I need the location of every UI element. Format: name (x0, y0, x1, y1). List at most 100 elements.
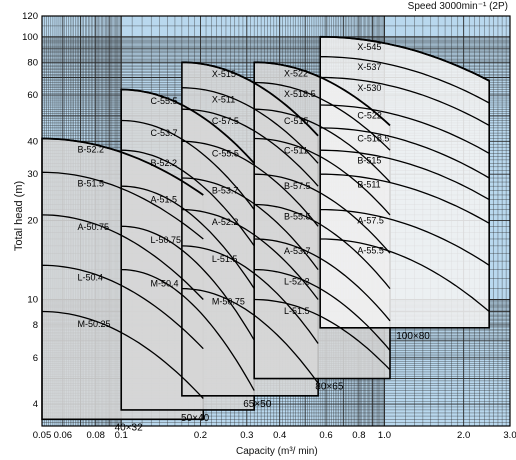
curve-label: C-518.5 (357, 133, 389, 143)
impeller-curve (320, 208, 490, 266)
x-tick-label: 0.05 (33, 430, 52, 441)
impeller-curve (254, 268, 391, 351)
curve-label: B-52.2 (150, 158, 177, 168)
y-axis-label: Total head (m) (13, 180, 26, 252)
curve-label: C-511 (284, 145, 308, 155)
impeller-curve (181, 87, 319, 164)
impeller-curve (320, 149, 490, 201)
curve-label: B-53.7 (212, 186, 239, 196)
axes: 0.05 0.06 0.08 0.1 0.2 0.3 0.4 0.6 0.8 1.0 2.0 3.0 4… (22, 11, 516, 441)
curve-label: L-51.5 (212, 254, 238, 264)
x-axis-label: Capacity (m³/ min) (236, 446, 318, 457)
curve-label: A-50.75 (77, 222, 109, 232)
x-tick-label: 2.0 (457, 430, 470, 441)
pump-size-label: 80×65 (315, 382, 344, 393)
curve-label: L-50.4 (77, 272, 103, 282)
curve-label: B-55.5 (284, 212, 311, 222)
curve-label: M-50.25 (77, 319, 110, 329)
curve-label: B-511 (357, 180, 380, 190)
impeller-curve (121, 119, 255, 210)
impeller-curve (181, 108, 319, 187)
impeller-curve (254, 203, 391, 290)
curve-label: C-57.5 (212, 116, 239, 126)
impeller-curve (254, 238, 391, 322)
impeller-curve (41, 264, 204, 350)
impeller-curve (320, 56, 490, 104)
curve-label: A-57.5 (357, 215, 384, 225)
x-tick-label: 0.06 (54, 430, 73, 441)
curve-label: X-515 (212, 69, 236, 79)
curve-label: A-52.2 (212, 217, 239, 227)
x-tick-label: 0.8 (352, 430, 365, 441)
impeller-curve (320, 238, 490, 313)
x-tick-label: 1.0 (378, 430, 391, 441)
curve-label: C-515 (284, 116, 309, 126)
curve-label: A-51.5 (150, 194, 177, 204)
y-tick-label: 20 (27, 215, 38, 226)
impeller-curve (41, 310, 204, 399)
impeller-curve (320, 76, 490, 126)
curve-label: B-51.5 (77, 179, 104, 189)
curve-label: L-51.5 (284, 306, 310, 316)
curve-label: M-50.75 (212, 296, 245, 306)
curve-label: C-522 (357, 110, 382, 120)
impeller-curve (320, 173, 490, 224)
curve-label: A-55.5 (357, 246, 384, 256)
impeller-curve (41, 214, 204, 300)
curve-label: C-53.7 (150, 128, 177, 138)
impeller-curve (121, 185, 255, 289)
impeller-curve (121, 268, 255, 391)
impeller-curve (181, 208, 319, 300)
y-tick-label: 60 (27, 90, 38, 101)
y-tick-label: 30 (27, 169, 38, 180)
x-tick-label: 0.2 (194, 430, 207, 441)
x-tick-label: 0.4 (273, 430, 286, 441)
curve-label: A-53.7 (284, 246, 311, 256)
pump-size-label: 40×32 (115, 422, 144, 433)
x-tick-label: 0.1 (115, 430, 128, 441)
y-tick-label: 40 (27, 136, 38, 147)
impeller-curve (320, 104, 490, 154)
plot-frame (41, 15, 511, 427)
impeller-curve (181, 287, 319, 384)
impeller-curve (121, 88, 255, 164)
curve-label: B-515 (357, 156, 381, 166)
x-tick-label: 3.0 (503, 430, 516, 441)
impeller-curve (121, 225, 255, 341)
y-tick-label: 4 (33, 399, 38, 410)
y-tick-label: 8 (33, 320, 38, 331)
curve-label: L-50.75 (150, 235, 181, 245)
pump-size-label: 65×50 (243, 399, 272, 410)
pump-regions (41, 35, 491, 421)
impeller-curve (320, 127, 490, 179)
impeller-curve (181, 245, 319, 344)
x-tick-label: 0.08 (86, 430, 105, 441)
pump-region (319, 35, 491, 329)
curve-label: X-511 (212, 94, 235, 104)
impeller-curve (41, 137, 204, 196)
y-tick-label: 120 (22, 11, 38, 22)
impeller-curves (41, 35, 490, 399)
curve-label: C-55.5 (212, 149, 239, 159)
y-tick-label: 100 (22, 32, 38, 43)
curve-labels: B-52.2 B-51.5 A-50.75 L-50.4 M-50.25 40×32 C-5… (77, 42, 430, 433)
y-tick-label: 6 (33, 353, 38, 364)
curve-label: X-530 (357, 83, 381, 93)
pump-size-label: 100×80 (396, 331, 430, 342)
curve-label: X-537 (357, 62, 381, 72)
impeller-curve (254, 137, 391, 216)
curve-label: C-55.5 (150, 96, 177, 106)
x-tick-label: 0.3 (240, 430, 253, 441)
curve-label: M-50.4 (150, 279, 178, 289)
impeller-curve (254, 81, 391, 151)
curve-label: X-518.5 (284, 89, 316, 99)
curve-label: X-545 (357, 42, 381, 52)
impeller-curve (254, 298, 391, 371)
impeller-curve (254, 173, 391, 254)
impeller-curve (320, 35, 490, 82)
pump-size-label: 50×40 (181, 413, 210, 424)
impeller-curve (181, 61, 319, 137)
curve-label: X-522 (284, 68, 308, 78)
y-tick-label: 80 (27, 57, 38, 68)
